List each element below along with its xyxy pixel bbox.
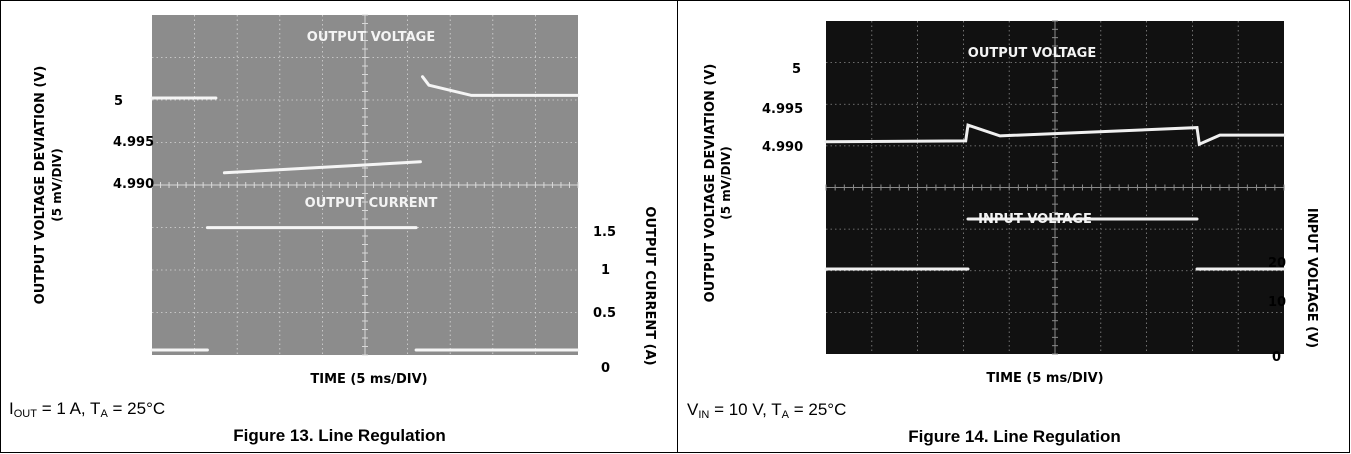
right-tick-1-5: 1.5 [593, 225, 616, 240]
left-axis-label-line2: (5 mV/DIV) [50, 148, 64, 221]
cond-symbol-v: V [687, 400, 699, 419]
cond-sub-a: A [781, 409, 789, 421]
screen-label-output-voltage: OUTPUT VOLTAGE [968, 46, 1096, 61]
left-tick-4-990: 4.990 [762, 140, 803, 155]
figure-caption: Figure 13. Line Regulation [233, 426, 446, 445]
trace-output-voltage [421, 75, 580, 97]
x-axis-label: TIME (5 ms/DIV) [986, 371, 1103, 386]
cond-symbol-i: I [9, 399, 14, 418]
left-axis-label: OUTPUT VOLTAGE DEVIATION (V) [33, 66, 48, 305]
right-axis-label: INPUT VOLTAGE (V) [1304, 208, 1319, 348]
cond-sub-out: OUT [13, 408, 37, 420]
screen-label-output-voltage: OUTPUT VOLTAGE [307, 30, 435, 45]
test-condition: VIN = 10 V, TA = 25°C [687, 400, 846, 421]
left-axis-label: OUTPUT VOLTAGE DEVIATION (V) [703, 64, 718, 303]
right-tick-0: 0 [601, 361, 610, 376]
right-tick-1: 1 [601, 263, 610, 278]
figure-caption: Figure 14. Line Regulation [908, 427, 1121, 446]
cond-text-2: = 25°C [789, 400, 847, 419]
left-tick-5: 5 [114, 94, 123, 109]
cond-sub-a: A [100, 408, 108, 420]
left-axis-label-line2: (5 mV/DIV) [719, 146, 733, 219]
right-tick-0-5: 0.5 [593, 306, 616, 321]
screen-label-output-current: OUTPUT CURRENT [305, 196, 438, 211]
screen-label-input-voltage: INPUT VOLTAGE [978, 212, 1092, 227]
left-axis-label-line1: OUTPUT VOLTAGE DEVIATION (V) [33, 66, 48, 305]
cond-text-1: = 10 V, T [709, 400, 782, 419]
right-tick-0: 0 [1272, 350, 1281, 365]
cond-sub-in: IN [698, 409, 710, 421]
figure-13-chart: OUTPUT VOLTAGE OUTPUT CURRENT OUTPUT VOL… [33, 14, 657, 387]
left-tick-5: 5 [792, 62, 801, 77]
cond-text-1: = 1 A, T [36, 399, 101, 418]
trace-output-voltage [824, 123, 1286, 147]
figure-14-panel: OUTPUT VOLTAGE INPUT VOLTAGE OUTPUT VOLT… [677, 0, 1350, 453]
right-tick-20: 20 [1268, 256, 1286, 271]
cond-text-2: = 25°C [107, 399, 166, 418]
right-axis-label: OUTPUT CURRENT (A) [642, 206, 657, 365]
left-tick-4-990: 4.990 [113, 177, 154, 192]
trace-output-voltage [222, 160, 422, 175]
figure-14-chart: OUTPUT VOLTAGE INPUT VOLTAGE OUTPUT VOLT… [703, 20, 1319, 386]
scope-traces [150, 75, 580, 352]
right-tick-10: 10 [1268, 295, 1286, 310]
scope-traces [824, 123, 1286, 271]
left-tick-4-995: 4.995 [762, 102, 803, 117]
figure-13-panel: OUTPUT VOLTAGE OUTPUT CURRENT OUTPUT VOL… [0, 0, 677, 453]
test-condition: IOUT = 1 A, TA = 25°C [9, 399, 165, 420]
x-axis-label: TIME (5 ms/DIV) [310, 372, 427, 387]
scope-grid [825, 20, 1285, 355]
left-tick-4-995: 4.995 [113, 135, 154, 150]
